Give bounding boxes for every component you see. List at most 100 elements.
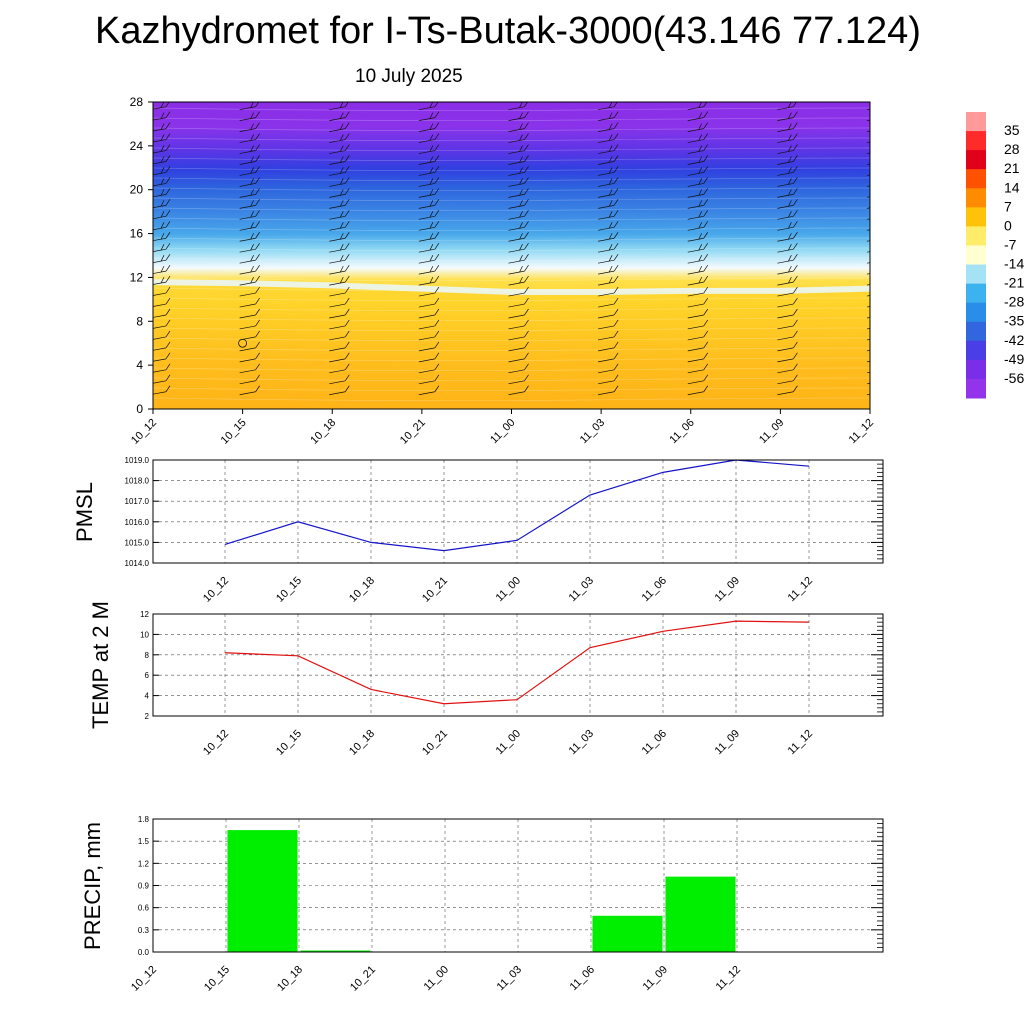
plot-frame bbox=[152, 613, 884, 717]
wind-barb bbox=[153, 122, 171, 132]
contour-line bbox=[153, 317, 870, 322]
colorbar-swatch bbox=[966, 131, 986, 151]
contour-line bbox=[153, 217, 870, 222]
contour-line bbox=[153, 117, 870, 122]
colorbar-swatch bbox=[966, 283, 986, 304]
wind-barb bbox=[598, 166, 619, 176]
wind-barb bbox=[329, 341, 350, 352]
x-tick-label: 11_12 bbox=[847, 417, 877, 447]
wind-barb bbox=[418, 199, 440, 209]
wind-barb bbox=[418, 253, 440, 264]
colorbar-swatch bbox=[966, 188, 986, 208]
wind-barb bbox=[777, 352, 798, 363]
wind-barb bbox=[687, 363, 709, 374]
wind-barb bbox=[239, 243, 260, 253]
series-line bbox=[224, 620, 810, 705]
wind-barb bbox=[777, 155, 798, 165]
contour-line bbox=[153, 307, 870, 312]
y-tick-label: 4 bbox=[145, 692, 150, 701]
wind-barb bbox=[418, 286, 440, 297]
wind-barb bbox=[687, 297, 709, 308]
wind-barb bbox=[598, 253, 619, 264]
wind-barb bbox=[777, 210, 798, 220]
wind-barb bbox=[329, 111, 350, 121]
wind-barb bbox=[239, 102, 260, 111]
wind-barb bbox=[687, 111, 709, 121]
colorbar-swatch bbox=[966, 302, 986, 323]
x-tick-label: 11_06 bbox=[640, 728, 670, 758]
wind-barb bbox=[777, 253, 798, 264]
series-line bbox=[224, 459, 810, 552]
contour-line bbox=[153, 227, 870, 232]
wind-barb bbox=[508, 297, 529, 308]
wind-barb bbox=[329, 199, 350, 209]
wind-barb bbox=[329, 264, 350, 275]
contour-line bbox=[153, 207, 870, 212]
wind-barb bbox=[329, 155, 350, 165]
colorbar-label: -7 bbox=[1004, 236, 1017, 252]
wind-barb bbox=[777, 122, 798, 132]
colorbar-swatch bbox=[966, 378, 986, 399]
wind-barb bbox=[329, 210, 350, 220]
x-tick-label: 10_21 bbox=[420, 575, 450, 605]
wind-barb bbox=[418, 243, 440, 253]
wind-barb bbox=[508, 122, 529, 132]
wind-barb bbox=[508, 155, 529, 165]
wind-barb bbox=[598, 199, 619, 209]
wind-barb bbox=[777, 286, 798, 297]
wind-barb bbox=[687, 308, 709, 319]
y-tick-label: 1016.0 bbox=[125, 518, 150, 527]
x-tick-label: 10_12 bbox=[129, 964, 159, 994]
wind-barb bbox=[687, 177, 709, 187]
wind-barb bbox=[153, 330, 171, 340]
wind-barb bbox=[687, 133, 709, 143]
wind-barb bbox=[153, 102, 170, 110]
wind-barb bbox=[153, 177, 171, 187]
wind-barb bbox=[777, 166, 798, 176]
wind-barb bbox=[687, 374, 709, 385]
wind-barb bbox=[239, 253, 260, 264]
wind-barb bbox=[508, 133, 529, 143]
wind-barb bbox=[329, 275, 350, 286]
colorbar-swatch bbox=[966, 112, 986, 132]
wind-barb bbox=[777, 374, 798, 385]
wind-barb bbox=[598, 341, 619, 352]
wind-barb bbox=[153, 286, 171, 296]
wind-barb bbox=[687, 264, 709, 275]
x-tick-label: 10_15 bbox=[219, 417, 249, 447]
wind-barb bbox=[687, 275, 709, 286]
y-tick-label: 12 bbox=[140, 610, 149, 619]
y-tick-label: 1.5 bbox=[138, 837, 150, 846]
x-tick-label: 10_21 bbox=[348, 964, 378, 994]
temperature-heatmap: 0 4 8 12 16 20 24 28 10_12 10_15 10_18 10_21 11_00 11… bbox=[129, 95, 877, 447]
y-tick-label: 10 bbox=[140, 630, 149, 639]
wind-barb bbox=[418, 264, 440, 275]
wind-barb bbox=[777, 363, 798, 374]
chart-title: Kazhydromet for I-Ts-Butak-3000(43.146 7… bbox=[95, 10, 921, 52]
wind-barb bbox=[687, 221, 709, 231]
x-tick-label: 10_12 bbox=[201, 575, 231, 605]
freezing-band bbox=[153, 279, 870, 295]
wind-barb bbox=[418, 111, 440, 121]
colorbar-swatch bbox=[966, 359, 986, 380]
wind-barb bbox=[239, 308, 260, 319]
wind-barb bbox=[329, 243, 350, 253]
wind-barb bbox=[777, 308, 798, 319]
precip-bar bbox=[665, 876, 736, 952]
wind-barb bbox=[598, 363, 619, 374]
y-tick-label: 12 bbox=[130, 270, 144, 284]
contour-line bbox=[153, 187, 870, 192]
wind-barb bbox=[329, 188, 350, 198]
wind-barb bbox=[508, 341, 529, 352]
contour-line bbox=[153, 297, 870, 302]
wind-barb bbox=[329, 308, 350, 319]
wind-barb bbox=[239, 264, 260, 275]
wind-barb bbox=[329, 232, 350, 242]
wind-barb bbox=[329, 102, 349, 111]
x-tick-label: 11_06 bbox=[640, 575, 670, 605]
wind-barb bbox=[687, 155, 709, 165]
wind-barb bbox=[418, 341, 440, 352]
wind-barb bbox=[418, 122, 440, 132]
wind-barb bbox=[687, 286, 709, 297]
wind-barb bbox=[329, 374, 350, 385]
